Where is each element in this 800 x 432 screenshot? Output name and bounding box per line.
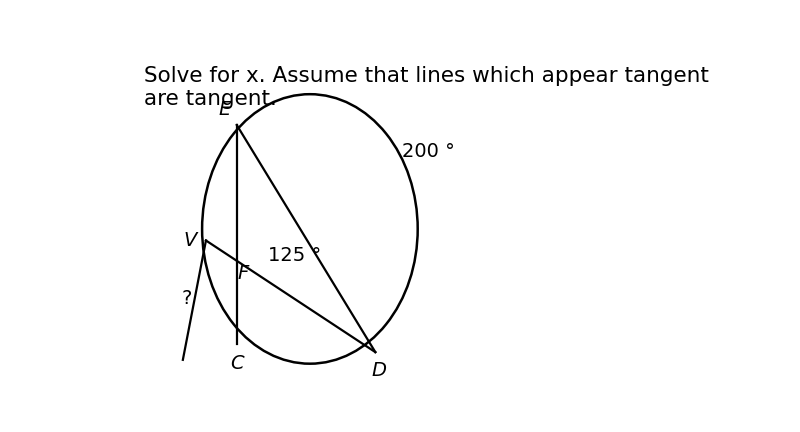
Text: are tangent.: are tangent. <box>144 89 278 109</box>
Text: Solve for x. Assume that lines which appear tangent: Solve for x. Assume that lines which app… <box>144 66 710 86</box>
Text: C: C <box>230 354 243 373</box>
Text: 125 °: 125 ° <box>267 246 321 265</box>
Text: V: V <box>183 231 197 250</box>
Text: ?: ? <box>182 289 192 308</box>
Text: E: E <box>218 100 230 119</box>
Text: F: F <box>237 264 248 283</box>
Text: D: D <box>372 362 386 381</box>
Text: 200 °: 200 ° <box>402 143 455 162</box>
